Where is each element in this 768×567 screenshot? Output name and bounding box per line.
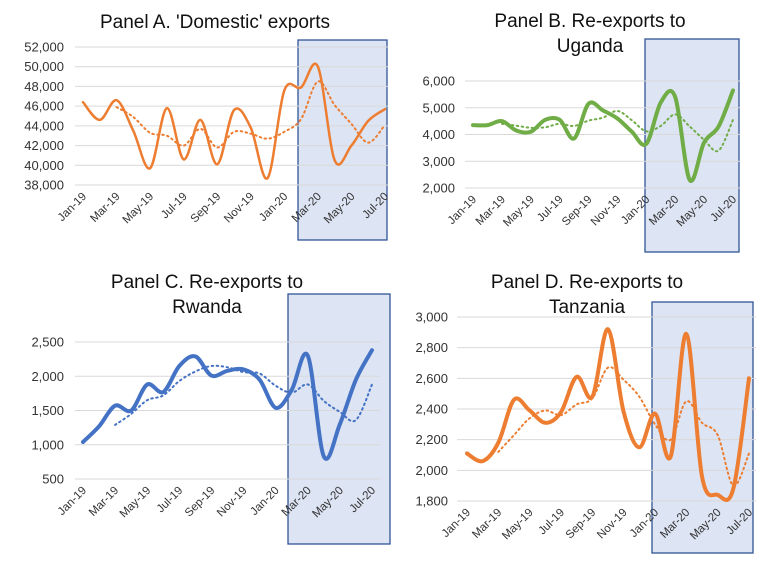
series-line xyxy=(471,88,735,183)
x-tick-label: May-19 xyxy=(501,194,537,230)
moving-average-line xyxy=(114,364,373,426)
moving-average-line xyxy=(115,80,386,149)
x-tick-label: May-19 xyxy=(121,191,157,227)
y-tick-label: 500 xyxy=(42,472,64,487)
covid-period-highlight xyxy=(287,293,391,545)
y-tick-label: 44,000 xyxy=(24,118,64,133)
series-line xyxy=(465,327,751,502)
x-tick-label: Nov-19 xyxy=(589,194,624,229)
y-tick-label: 48,000 xyxy=(24,79,64,94)
series-line xyxy=(81,62,387,180)
panel-title: Panel B. Re-exports to xyxy=(494,11,685,32)
moving-average-line xyxy=(497,366,750,487)
panel-title: Uganda xyxy=(557,36,624,57)
x-tick-label: Jan-19 xyxy=(440,507,473,540)
series-line xyxy=(81,348,374,461)
x-tick-label: Jul-19 xyxy=(155,485,186,516)
x-tick-label: Jan-19 xyxy=(56,191,89,224)
panel-title: Panel D. Re-exports to xyxy=(491,272,683,293)
y-tick-label: 40,000 xyxy=(24,158,64,173)
x-tick-label: Mar-19 xyxy=(87,485,121,519)
panel-d: 1,800 2,000 2,200 2,400 2,600 2,800 3,000 Jan-1… xyxy=(415,272,756,554)
y-tick-label: 2,600 xyxy=(415,371,448,386)
y-tick-label: 4,000 xyxy=(422,127,455,142)
x-tick-label: Nov-19 xyxy=(222,191,257,226)
x-tick-label: May-19 xyxy=(118,485,154,521)
y-tick-label: 46,000 xyxy=(24,99,64,114)
x-tick-label: Sep-19 xyxy=(183,485,218,520)
y-tick-label: 42,000 xyxy=(24,138,64,153)
x-tick-label: May-19 xyxy=(500,507,536,543)
x-tick-label: Nov-19 xyxy=(595,507,630,542)
x-tick-label: Sep-19 xyxy=(189,191,224,226)
y-tick-label: 2,000 xyxy=(415,463,448,478)
panel-title: Panel A. 'Domestic' exports xyxy=(100,12,330,33)
y-tick-label: 3,000 xyxy=(422,154,455,169)
y-tick-label: 50,000 xyxy=(24,59,64,74)
y-tick-label: 38,000 xyxy=(24,178,64,193)
x-tick-label: Mar-19 xyxy=(88,191,122,225)
y-tick-label: 2,000 xyxy=(31,369,64,384)
y-tick-label: 2,800 xyxy=(415,340,448,355)
x-tick-label: Jul-19 xyxy=(159,191,190,222)
y-tick-label: 5,000 xyxy=(422,100,455,115)
y-tick-label: 2,500 xyxy=(31,335,64,350)
y-tick-label: 2,000 xyxy=(422,181,455,196)
covid-period-highlight xyxy=(644,38,740,253)
x-tick-label: Jul-19 xyxy=(536,507,567,538)
x-tick-label: Sep-19 xyxy=(560,194,595,229)
panel-b: 2,0003,0004,0005,0006,000Jan-19Mar-19May… xyxy=(422,11,740,253)
moving-average-line xyxy=(500,109,734,153)
x-tick-label: Jan-19 xyxy=(56,485,89,518)
x-tick-label: Nov-19 xyxy=(215,485,250,520)
x-tick-label: Jan-20 xyxy=(257,191,290,224)
panel-title: Panel C. Re-exports to xyxy=(111,272,303,293)
x-tick-label: Jan-20 xyxy=(248,485,281,518)
panel-title: Tanzania xyxy=(549,297,625,318)
panel-c: 500 1,000 1,500 2,000 2,500 Jan-19Mar-19May-1… xyxy=(31,272,391,545)
covid-period-highlight xyxy=(651,301,754,554)
y-tick-label: 52,000 xyxy=(24,40,64,55)
x-tick-label: Mar-19 xyxy=(470,507,504,541)
y-tick-label: 3,000 xyxy=(415,310,448,325)
panel-title: Rwanda xyxy=(172,297,242,318)
panel-a: 38,000 40,000 42,000 44,000 46,000 48,000 50,0… xyxy=(24,12,391,241)
x-tick-label: Jan-19 xyxy=(446,194,479,227)
y-tick-label: 2,400 xyxy=(415,402,448,417)
y-tick-label: 1,000 xyxy=(31,437,64,452)
y-tick-label: 1,500 xyxy=(31,403,64,418)
y-tick-label: 6,000 xyxy=(422,74,455,89)
y-tick-label: 1,800 xyxy=(415,494,448,509)
y-tick-label: 2,200 xyxy=(415,432,448,447)
x-tick-label: Sep-19 xyxy=(564,507,599,542)
